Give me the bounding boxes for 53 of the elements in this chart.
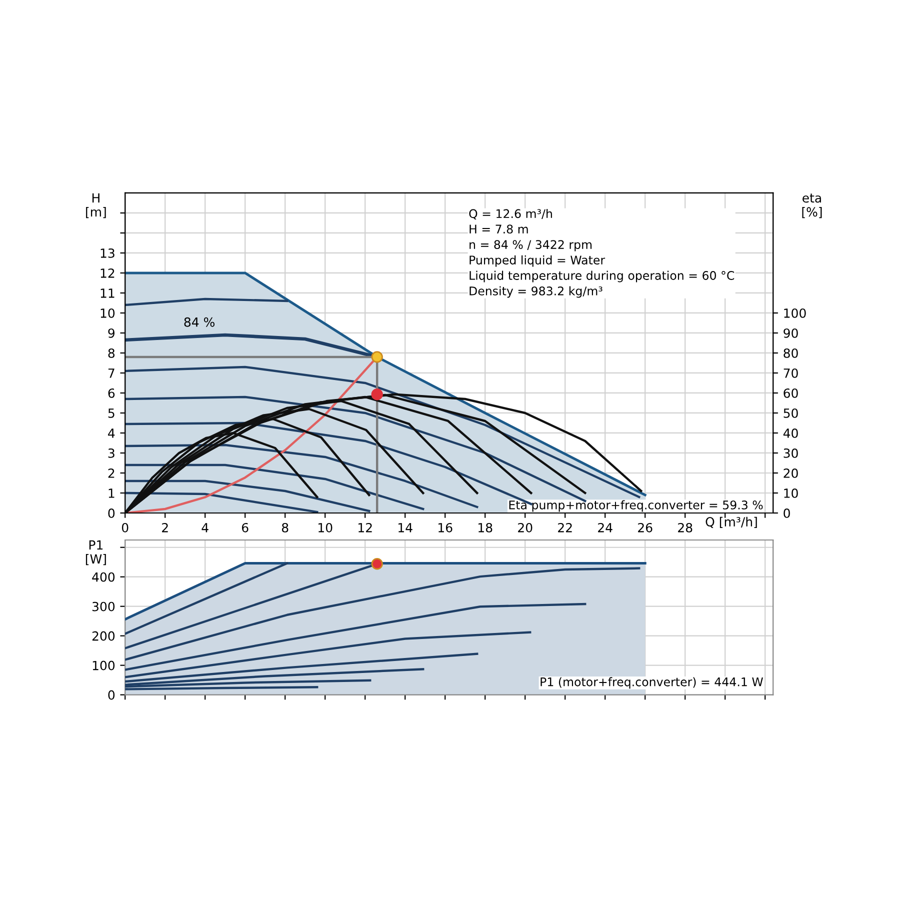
y-tick-label: 12 — [100, 268, 114, 278]
y-tick-label: 8 — [108, 348, 115, 358]
y2-tick-label: 20 — [784, 468, 798, 478]
x-tick-label: 20 — [518, 522, 532, 532]
annotation: P1 (motor+freq.converter) = 444.1 W — [540, 677, 763, 689]
y-tick-label: 5 — [108, 408, 114, 418]
y2-tick-label: 40 — [783, 428, 798, 438]
y2-tick-label: 80 — [784, 348, 798, 358]
y-tick-label: 1 — [108, 488, 114, 498]
y2-tick-label: 30 — [784, 448, 798, 458]
y2-tick-label: 100 — [784, 308, 806, 318]
series-label: 84 % — [184, 317, 214, 327]
y-axis-title: P1 [W] — [86, 540, 106, 566]
y-tick-label: 9 — [108, 328, 114, 338]
x-tick-label: 14 — [398, 523, 412, 532]
x-tick-label: 16 — [438, 522, 452, 532]
x-tick-label: 8 — [282, 522, 288, 532]
x-tick-label: 26 — [638, 522, 652, 532]
x-tick-label: 22 — [558, 522, 572, 532]
y-tick-label: 13 — [100, 248, 114, 258]
y-tick-label: 0 — [108, 690, 115, 700]
y2-tick-label: 0 — [784, 508, 790, 518]
y2-tick-label: 90 — [784, 328, 798, 338]
y-tick-label: 3 — [108, 448, 114, 458]
y2-tick-label: 70 — [784, 368, 798, 378]
y-tick-label: 300 — [92, 602, 115, 612]
x-tick-label: 12 — [358, 522, 372, 532]
x-tick-label: 10 — [318, 522, 332, 532]
x-axis-title: Q [m³/h] — [706, 516, 757, 528]
x-tick-label: 24 — [598, 522, 612, 532]
y-tick-label: 2 — [108, 468, 114, 478]
y-axis-title: H [m] — [86, 193, 106, 218]
x-tick-label: 4 — [202, 523, 208, 532]
y-tick-label: 400 — [92, 572, 115, 582]
y2-tick-label: 10 — [784, 488, 798, 498]
y2-tick-label: 60 — [784, 388, 798, 398]
y-tick-label: 200 — [92, 631, 115, 641]
x-tick-label: 0 — [122, 522, 128, 532]
y-tick-label: 11 — [100, 288, 114, 298]
x-tick-label: 28 — [678, 522, 692, 532]
y-tick-label: 10 — [100, 308, 115, 318]
y-tick-label: 7 — [108, 368, 114, 378]
y-tick-label: 6 — [108, 388, 115, 398]
y-tick-label: 4 — [108, 428, 115, 438]
y2-tick-label: 50 — [784, 408, 798, 418]
annotation: Eta pump+motor+freq.converter = 59.3 % — [509, 500, 763, 512]
x-tick-label: 18 — [478, 522, 492, 532]
x-tick-label: 2 — [162, 522, 168, 532]
x-tick-label: 6 — [242, 522, 248, 532]
y-tick-label: 0 — [108, 508, 115, 518]
y2-axis-title: eta [%] — [802, 194, 822, 218]
y-tick-label: 100 — [92, 660, 115, 670]
annotation: Q = 12.6 m³/h H = 7.8 m n = 84 % / 3422 rpm Pumped liquid = Water Liquid temperature during operation = 60 °C Density = 983.2 kg/m³ — [469, 208, 734, 298]
